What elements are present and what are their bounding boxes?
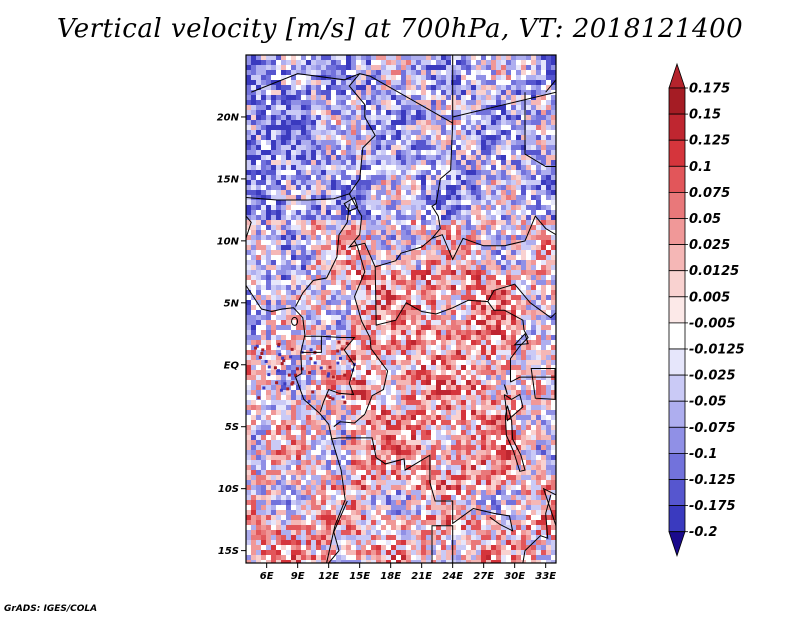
colorbar-label: 0.05 bbox=[689, 212, 721, 227]
border-line bbox=[431, 55, 454, 239]
lon-tick-label: 12E bbox=[318, 571, 339, 582]
colorbar-box bbox=[668, 322, 686, 350]
colorbar-label: -0.025 bbox=[689, 369, 736, 384]
coastline bbox=[246, 285, 346, 563]
lake-outline bbox=[513, 332, 529, 346]
colorbar-label: -0.125 bbox=[689, 473, 736, 488]
border-line bbox=[319, 335, 356, 412]
colorbar-label: -0.05 bbox=[689, 395, 726, 410]
border-line bbox=[503, 393, 524, 422]
colorbar-label: 0.025 bbox=[689, 238, 730, 253]
lat-tick-label: 15N bbox=[217, 174, 240, 185]
lat-tick-label: EQ bbox=[224, 360, 240, 371]
lat-tick-label: 5S bbox=[225, 422, 239, 433]
border-line bbox=[510, 352, 556, 383]
footer-credit: GrADS: IGES/COLA bbox=[4, 604, 98, 614]
colorbar-box bbox=[668, 87, 686, 115]
colorbar-box bbox=[668, 479, 686, 507]
lake-outline bbox=[530, 368, 556, 400]
lon-tick-label: 9E bbox=[291, 571, 305, 582]
lake-outline bbox=[343, 196, 359, 212]
lake-outline bbox=[542, 487, 556, 526]
latitude-axis: 20N 15N 10N 5N EQ 5S 10S 15S bbox=[217, 112, 246, 557]
colorbar-box bbox=[668, 374, 686, 402]
colorbar-box bbox=[668, 400, 686, 428]
colorbar-label: -0.075 bbox=[689, 421, 736, 436]
colorbar-box bbox=[668, 113, 686, 141]
border-line bbox=[301, 335, 322, 353]
border-line bbox=[246, 193, 350, 201]
border-line bbox=[246, 215, 252, 240]
border-line bbox=[251, 73, 371, 93]
lake-outline bbox=[503, 384, 508, 395]
border-line bbox=[524, 92, 556, 167]
colorbar-box bbox=[668, 426, 686, 454]
border-line bbox=[333, 348, 389, 428]
border-line bbox=[431, 215, 556, 261]
colorbar-label: -0.1 bbox=[689, 447, 717, 462]
colorbar-box bbox=[668, 452, 686, 480]
lat-tick-label: 5N bbox=[224, 298, 240, 309]
lon-tick-label: 21E bbox=[411, 571, 432, 582]
colorbar-label: 0.15 bbox=[689, 108, 721, 123]
lon-tick-label: 24E bbox=[442, 571, 463, 582]
border-line bbox=[353, 240, 372, 349]
colorbar-label: 0.125 bbox=[689, 134, 730, 149]
colorbar-label: 0.075 bbox=[689, 186, 730, 201]
colorbar-box bbox=[668, 139, 686, 167]
lake-outline bbox=[504, 405, 526, 472]
lat-tick-label: 15S bbox=[218, 546, 239, 557]
colorbar-box bbox=[668, 296, 686, 324]
colorbar-label: -0.175 bbox=[689, 499, 736, 514]
colorbar-box bbox=[668, 191, 686, 219]
border-line bbox=[487, 283, 556, 319]
colorbar-box bbox=[668, 244, 686, 272]
colorbar-box bbox=[668, 218, 686, 246]
colorbar-bottom-arrow bbox=[668, 531, 686, 557]
bioko-island bbox=[291, 316, 299, 326]
border-line bbox=[452, 79, 556, 118]
border-line bbox=[295, 203, 350, 307]
colorbar-box bbox=[668, 165, 686, 193]
border-line bbox=[369, 75, 453, 124]
border-line bbox=[347, 193, 433, 268]
border-line bbox=[330, 437, 514, 532]
lat-tick-label: 10S bbox=[218, 484, 239, 495]
colorbar-label: 0.005 bbox=[689, 290, 730, 305]
border-line bbox=[431, 525, 454, 563]
colorbar-label: -0.005 bbox=[689, 316, 736, 331]
colorbar-label: -0.2 bbox=[689, 525, 717, 540]
colorbar-box bbox=[668, 348, 686, 376]
colorbar-label: 0.0125 bbox=[689, 264, 739, 279]
colorbar-box bbox=[668, 270, 686, 298]
longitude-axis: 6E 9E 12E 15E 18E 21E 24E 27E 30E 33E bbox=[260, 563, 556, 582]
country-borders bbox=[246, 55, 556, 563]
lon-tick-label: 6E bbox=[260, 571, 274, 582]
border-line bbox=[348, 73, 376, 195]
lon-tick-label: 33E bbox=[535, 571, 556, 582]
colorbar-label: -0.0125 bbox=[689, 343, 745, 358]
border-line bbox=[328, 500, 348, 563]
colorbar-label: 0.1 bbox=[689, 160, 712, 175]
lat-tick-label: 10N bbox=[217, 236, 240, 247]
lon-tick-label: 30E bbox=[504, 571, 525, 582]
map-frame bbox=[245, 54, 557, 564]
lon-tick-label: 18E bbox=[380, 571, 401, 582]
border-line bbox=[522, 494, 552, 563]
colorbar-label: 0.175 bbox=[689, 82, 730, 97]
colorbar-top-arrow bbox=[668, 62, 686, 89]
colorbar-box bbox=[668, 505, 686, 533]
lat-tick-label: 20N bbox=[217, 112, 240, 123]
lon-tick-label: 27E bbox=[473, 571, 494, 582]
border-line bbox=[510, 329, 529, 383]
chart-title: Vertical velocity [m/s] at 700hPa, VT: 2… bbox=[56, 14, 744, 44]
border-line bbox=[374, 266, 525, 331]
lon-tick-label: 15E bbox=[349, 571, 370, 582]
